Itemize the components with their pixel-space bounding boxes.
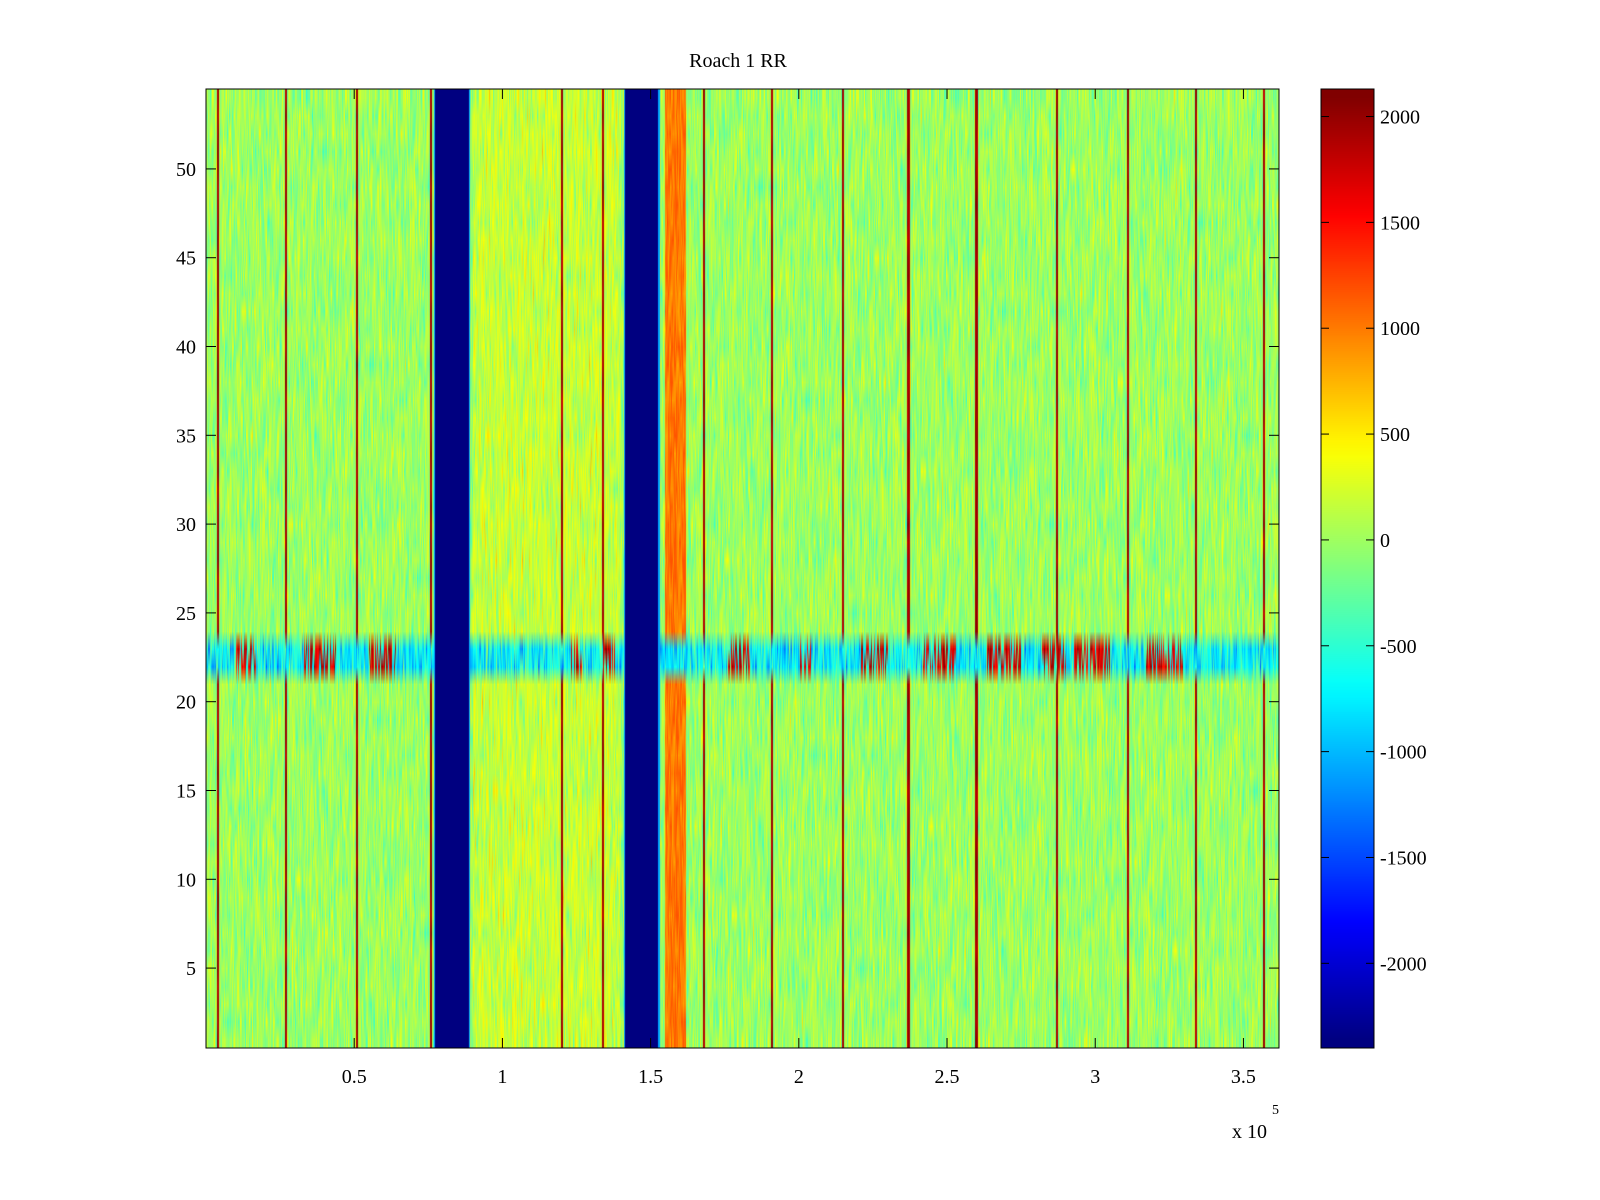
colorbar-tick-label: -1000 xyxy=(1380,742,1427,764)
y-tick-label: 20 xyxy=(176,692,196,714)
colorbar: 2000 1500 1000 500 0 -500 -1000 -1500 -2000 xyxy=(1320,88,1427,1049)
colorbar-tick-label: 1000 xyxy=(1380,318,1420,340)
y-tick-label: 45 xyxy=(176,248,196,270)
plot-area xyxy=(205,88,1280,1049)
x-tick-label: 1.5 xyxy=(638,1066,663,1088)
y-tick-label: 50 xyxy=(176,159,196,181)
colorbar-frame xyxy=(1320,88,1375,1049)
colorbar-gradient xyxy=(1321,89,1374,1048)
x-exponent-label: x 10 5 xyxy=(1232,1103,1279,1143)
y-tick-label: 25 xyxy=(176,603,196,625)
y-tick-label: 15 xyxy=(176,780,196,802)
colorbar-tick-label: 0 xyxy=(1380,530,1390,552)
x-axis: 0.5 1 1.5 2 2.5 3 3.5 xyxy=(342,89,1256,1088)
colorbar-tick-label: -1500 xyxy=(1380,847,1427,869)
colorbar-tick-label: 1500 xyxy=(1380,212,1420,234)
colorbar-ticks: 2000 1500 1000 500 0 -500 -1000 -1500 -2000 xyxy=(1321,107,1427,975)
colorbar-tick-label: 2000 xyxy=(1380,107,1420,129)
y-tick-label: 40 xyxy=(176,337,196,359)
x-tick-label: 2 xyxy=(794,1066,804,1088)
y-tick-label: 35 xyxy=(176,425,196,447)
plot-frame xyxy=(205,88,1280,1049)
y-tick-label: 30 xyxy=(176,514,196,536)
colorbar-tick-label: -2000 xyxy=(1380,953,1427,975)
x-tick-label: 2.5 xyxy=(935,1066,960,1088)
x-tick-label: 0.5 xyxy=(342,1066,367,1088)
heatmap-image xyxy=(206,89,1279,1048)
colorbar-tick-label: -500 xyxy=(1380,636,1417,658)
y-axis: 5 10 15 20 25 30 35 40 45 50 xyxy=(176,159,1279,980)
colorbar-tick-label: 500 xyxy=(1380,424,1410,446)
y-tick-label: 5 xyxy=(186,958,196,980)
x-tick-label: 3 xyxy=(1090,1066,1100,1088)
y-tick-label: 10 xyxy=(176,869,196,891)
x-tick-label: 1 xyxy=(497,1066,507,1088)
x-exponent-base: x 10 xyxy=(1232,1121,1267,1143)
x-tick-label: 3.5 xyxy=(1231,1066,1256,1088)
chart-title: Roach 1 RR xyxy=(689,50,787,72)
x-exponent-power: 5 xyxy=(1272,1103,1279,1118)
